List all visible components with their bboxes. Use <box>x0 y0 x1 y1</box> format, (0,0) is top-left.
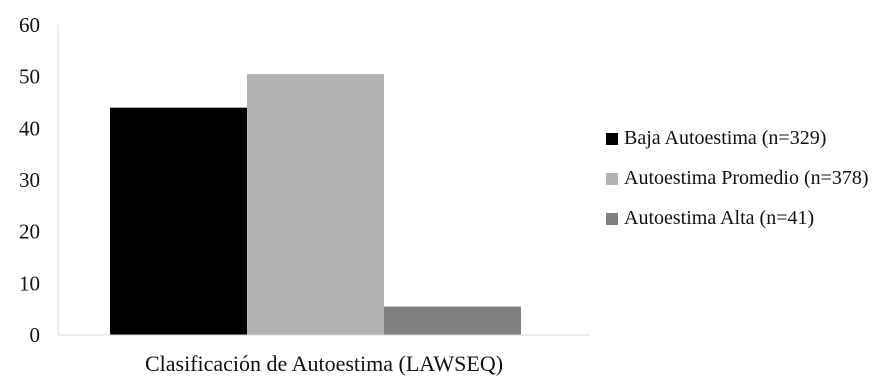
legend-swatch <box>606 173 618 185</box>
legend-swatch <box>606 133 618 145</box>
legend-item-3: Autoestima Alta (n=41) <box>606 206 881 231</box>
legend: Baja Autoestima (n=329) Autoestima Promed… <box>606 126 881 246</box>
y-axis-ticks: 0 10 20 30 40 50 60 <box>19 13 40 347</box>
legend-swatch <box>606 213 618 225</box>
bar-3 <box>384 306 521 335</box>
y-tick-label: 40 <box>19 116 40 140</box>
bar-chart: 0 10 20 30 40 50 60 Clasificación de Autoestim… <box>19 13 590 376</box>
legend-label: Baja Autoestima (n=329) <box>624 127 827 149</box>
x-axis-label: Clasificación de Autoestima (LAWSEQ) <box>145 351 503 376</box>
y-tick-label: 0 <box>30 323 41 347</box>
y-tick-label: 60 <box>19 13 40 37</box>
y-tick-label: 20 <box>19 220 40 244</box>
bar-1 <box>110 107 247 336</box>
legend-item-1: Baja Autoestima (n=329) <box>606 126 881 151</box>
legend-label: Autoestima Promedio (n=378) <box>624 167 869 189</box>
y-tick-label: 30 <box>19 168 40 192</box>
y-tick-label: 10 <box>19 271 40 295</box>
legend-item-2: Autoestima Promedio (n=378) <box>606 166 881 191</box>
bars <box>110 74 521 336</box>
bar-2 <box>247 74 384 335</box>
y-tick-label: 50 <box>19 65 40 89</box>
legend-label: Autoestima Alta (n=41) <box>624 207 815 229</box>
